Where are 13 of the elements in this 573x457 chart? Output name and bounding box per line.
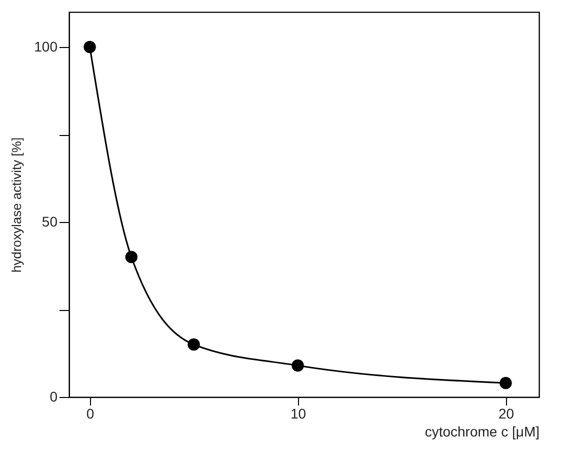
y-tick-label: 0 [50, 388, 58, 404]
y-tick-label: 100 [34, 38, 58, 54]
x-axis-title: cytochrome c [μM] [424, 424, 540, 440]
y-tick-label: 50 [42, 214, 58, 230]
point [125, 250, 138, 264]
x-tick-label: 0 [86, 406, 94, 422]
point [188, 338, 200, 351]
y-axis-title: hydroxylase activity [%] [9, 137, 24, 273]
point [84, 40, 96, 54]
x-tick-label: 10 [290, 406, 306, 422]
point [292, 359, 304, 372]
point [500, 376, 512, 390]
x-tick-label: 20 [498, 406, 514, 422]
